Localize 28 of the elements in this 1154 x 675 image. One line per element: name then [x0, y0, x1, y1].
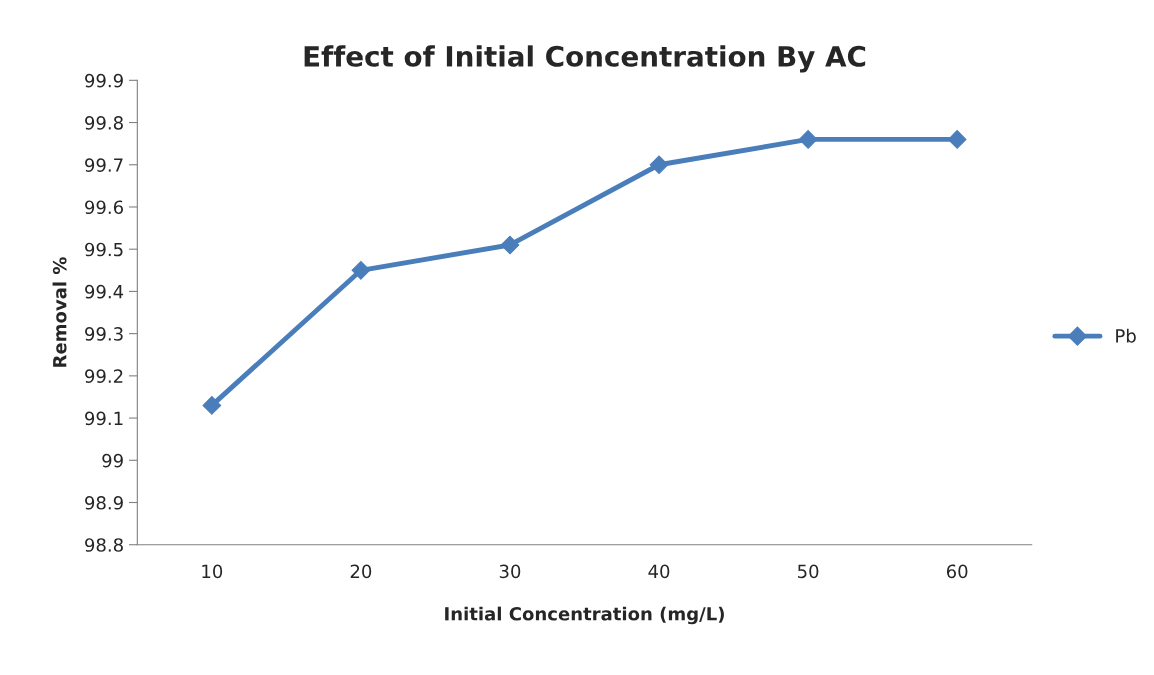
x-tick-label: 50 [797, 564, 819, 579]
y-tick-label: 99.9 [85, 73, 123, 88]
y-tick-label: 99.6 [85, 200, 123, 215]
y-tick-label: 99.4 [85, 284, 124, 299]
y-tick-label: 99.7 [85, 158, 123, 172]
x-axis-title: Initial Concentration (mg/L) [445, 606, 724, 625]
point [947, 130, 967, 149]
y-tick-label: 99.8 [85, 116, 123, 130]
y-tick-label: 98.9 [85, 495, 123, 510]
x-tick-label: 30 [499, 564, 521, 579]
y-tick-label: 99 [102, 453, 123, 468]
y-tick-label: 99.2 [85, 369, 123, 383]
point [798, 130, 818, 149]
chart-title: Effect of Initial Concentration By AC [304, 45, 866, 73]
point [500, 235, 520, 255]
y-tick-label: 99.1 [85, 411, 123, 426]
legend-label: Pb [1116, 328, 1136, 343]
y-tick-label: 99.3 [85, 327, 123, 341]
x-tick-label: 20 [350, 564, 372, 579]
point [202, 396, 222, 415]
x-tick-label: 60 [946, 564, 968, 579]
y-tick-label: 98.8 [85, 538, 123, 552]
y-axis-title: Removal % [52, 257, 67, 367]
x-tick-label: 40 [648, 564, 670, 579]
x-tick-label: 10 [202, 564, 223, 579]
point [649, 155, 669, 175]
point [351, 260, 371, 280]
y-tick-label: 99.5 [85, 242, 123, 257]
